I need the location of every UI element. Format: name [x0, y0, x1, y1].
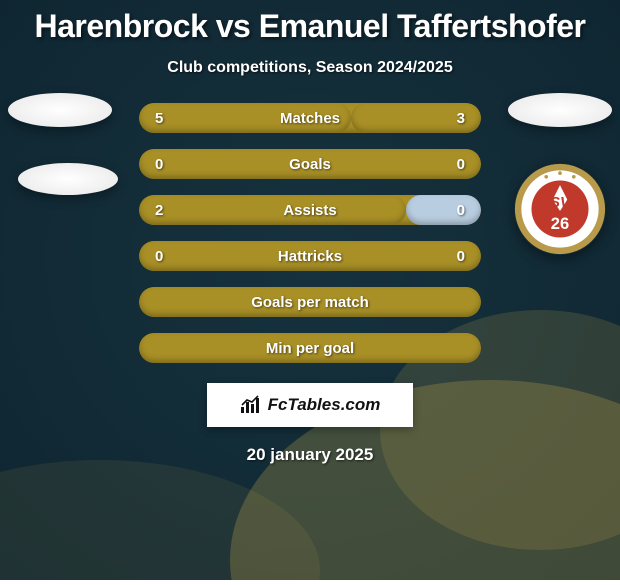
stat-row: Goals0 0 [139, 149, 481, 179]
stat-row: Min per goal [139, 333, 481, 363]
stat-value-left: 0 [155, 248, 163, 265]
stat-value-left: 2 [155, 202, 163, 219]
stat-value-right: 0 [457, 156, 465, 173]
stat-label: Min per goal [139, 340, 481, 357]
player-right-avatar [508, 93, 612, 127]
stat-label: Goals per match [139, 294, 481, 311]
stat-label: Hattricks [139, 248, 481, 265]
stat-label: Assists [139, 202, 481, 219]
club-left-badge [18, 163, 118, 195]
club-badge-sv: SV [550, 195, 571, 211]
stat-value-left: 0 [155, 156, 163, 173]
stat-row: Assists2 0 [139, 195, 481, 225]
club-right-badge: SV 26 [514, 163, 606, 255]
stat-row: Goals per match [139, 287, 481, 317]
stat-value-left: 5 [155, 110, 163, 127]
chart-icon [240, 395, 262, 415]
stat-value-right: 0 [457, 202, 465, 219]
footer-brand-box: FcTables.com [207, 383, 413, 427]
stat-value-right: 0 [457, 248, 465, 265]
footer-brand-text: FcTables.com [268, 395, 381, 415]
date-text: 20 january 2025 [247, 445, 374, 465]
stat-row: Hattricks0 0 [139, 241, 481, 271]
stat-label: Goals [139, 156, 481, 173]
subtitle: Club competitions, Season 2024/2025 [167, 59, 452, 77]
stat-label: Matches [139, 110, 481, 127]
club-badge-num: 26 [551, 214, 569, 233]
stat-row: Matches5 3 [139, 103, 481, 133]
page-title: Harenbrock vs Emanuel Taffertshofer [35, 8, 586, 45]
player-left-avatar [8, 93, 112, 127]
stat-value-right: 3 [457, 110, 465, 127]
stats-area: SV 26 Matches53Goals00Assists20Hattricks… [0, 103, 620, 363]
